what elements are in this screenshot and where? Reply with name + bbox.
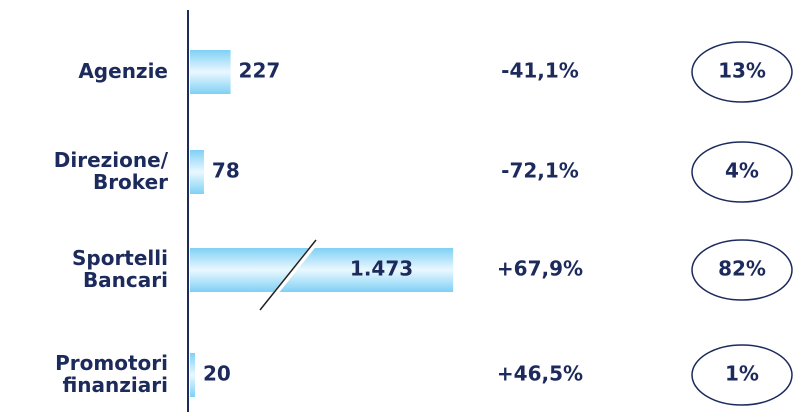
value-label: 78: [212, 159, 240, 183]
share-label: 13%: [718, 59, 766, 83]
category-line: Direzione/: [54, 148, 169, 172]
category-line: Agenzie: [78, 59, 168, 83]
category-label: Promotori finanziari: [55, 351, 168, 397]
category-line: finanziari: [62, 373, 168, 397]
category-line: Promotori: [55, 351, 168, 375]
bar: [190, 248, 454, 292]
category-line: Sportelli: [72, 246, 168, 270]
change-label: -72,1%: [501, 159, 579, 183]
value-label: 1.473: [350, 257, 413, 281]
share-label: 1%: [725, 362, 759, 386]
share-ellipse: [691, 344, 793, 406]
category-line: Broker: [93, 170, 168, 194]
bar: [190, 50, 231, 94]
change-label: -41,1%: [501, 59, 579, 83]
category-label: Agenzie: [78, 59, 168, 83]
change-label: +46,5%: [497, 362, 583, 386]
axis-break: [259, 239, 317, 311]
share-ellipse: [691, 41, 793, 103]
category-label: Sportelli Bancari: [72, 246, 168, 292]
change-label: +67,9%: [497, 257, 583, 281]
value-label: 227: [239, 59, 281, 83]
axis-break: [260, 238, 320, 312]
share-ellipse: [691, 239, 793, 301]
category-line: Bancari: [83, 268, 168, 292]
share-label: 4%: [725, 159, 759, 183]
value-label: 20: [203, 362, 231, 386]
category-label: Direzione/Broker: [54, 148, 169, 194]
share-label: 82%: [718, 257, 766, 281]
bar: [190, 150, 204, 194]
share-ellipse: [691, 141, 793, 203]
bar: [190, 353, 195, 397]
